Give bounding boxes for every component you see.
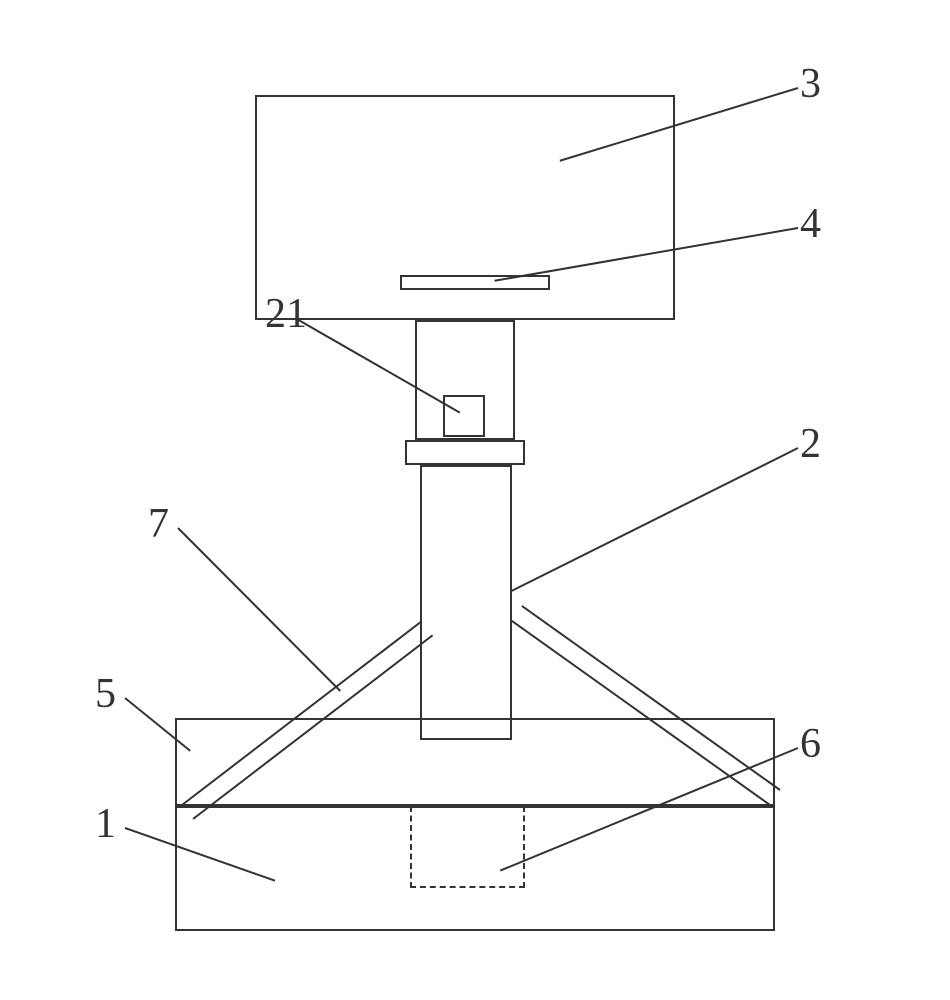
label-21: 21 <box>265 290 307 338</box>
diagram-canvas: 3 4 21 2 7 5 1 6 <box>0 0 950 1000</box>
label-2: 2 <box>800 420 821 468</box>
label-3: 3 <box>800 60 821 108</box>
collar <box>405 440 525 465</box>
label-6: 6 <box>800 720 821 768</box>
inner-square <box>443 395 485 437</box>
label-4: 4 <box>800 200 821 248</box>
leader-7 <box>177 528 340 692</box>
label-5: 5 <box>95 670 116 718</box>
hidden-box <box>410 806 525 888</box>
lower-post <box>420 465 512 740</box>
slot <box>400 275 550 290</box>
label-1: 1 <box>95 800 116 848</box>
leader-2 <box>512 447 799 591</box>
label-7: 7 <box>148 500 169 548</box>
